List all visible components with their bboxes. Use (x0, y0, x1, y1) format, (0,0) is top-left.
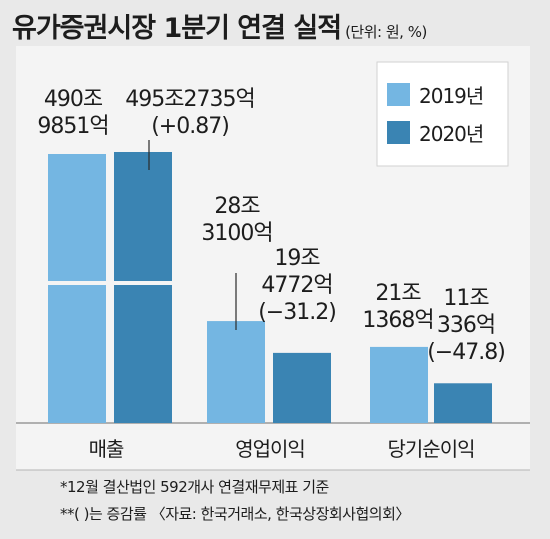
bar-3-1 (370, 346, 428, 423)
chart-title: 유가증권시장 1분기 연결 실적 (단위: 원, %) (12, 6, 427, 45)
legend-swatch (387, 83, 410, 106)
bar-1-1 (48, 154, 106, 423)
legend-swatch (387, 121, 410, 144)
bar-3-2 (434, 383, 492, 423)
data-label: 11조 (443, 286, 489, 311)
bar-2-1 (207, 321, 265, 423)
data-label: 1368억 (362, 308, 433, 333)
data-label: 3100억 (201, 221, 272, 246)
category-label: 영업이익 (235, 437, 305, 461)
axis-break (47, 281, 107, 285)
legend-label: 2020년 (419, 122, 483, 146)
category-label: 당기순이익 (388, 437, 475, 461)
footnote-basis: *12월 결산법인 592개사 연결재무제표 기준 (60, 478, 329, 496)
bar-1-2 (114, 152, 172, 423)
data-label: 495조2735억 (125, 87, 254, 112)
title-text: 유가증권시장 1분기 연결 실적 (12, 13, 342, 44)
data-label: 4772억 (261, 273, 332, 298)
data-label: (−31.2) (258, 300, 336, 325)
unit-text: (단위: 원, %) (345, 23, 427, 41)
axis-break (113, 281, 173, 285)
data-label: 28조 (214, 194, 260, 219)
data-label: 336억 (437, 313, 495, 338)
data-label: 21조 (375, 281, 421, 306)
footnote-source: **( )는 증감률 〈자료: 한국거래소, 한국상장회사협의회〉 (60, 505, 410, 523)
legend-label: 2019년 (419, 84, 483, 108)
category-label: 매출 (89, 437, 124, 461)
data-label: 19조 (274, 246, 320, 271)
data-label: (+0.87) (151, 114, 229, 139)
legend-box (376, 61, 509, 167)
bar-2-2 (273, 352, 331, 423)
footnotes: *12월 결산법인 592개사 연결재무제표 기준 **( )는 증감률 〈자료… (60, 474, 410, 528)
data-label: (−47.8) (427, 340, 505, 365)
data-label: 9851억 (37, 114, 108, 139)
data-label: 490조 (44, 87, 103, 112)
